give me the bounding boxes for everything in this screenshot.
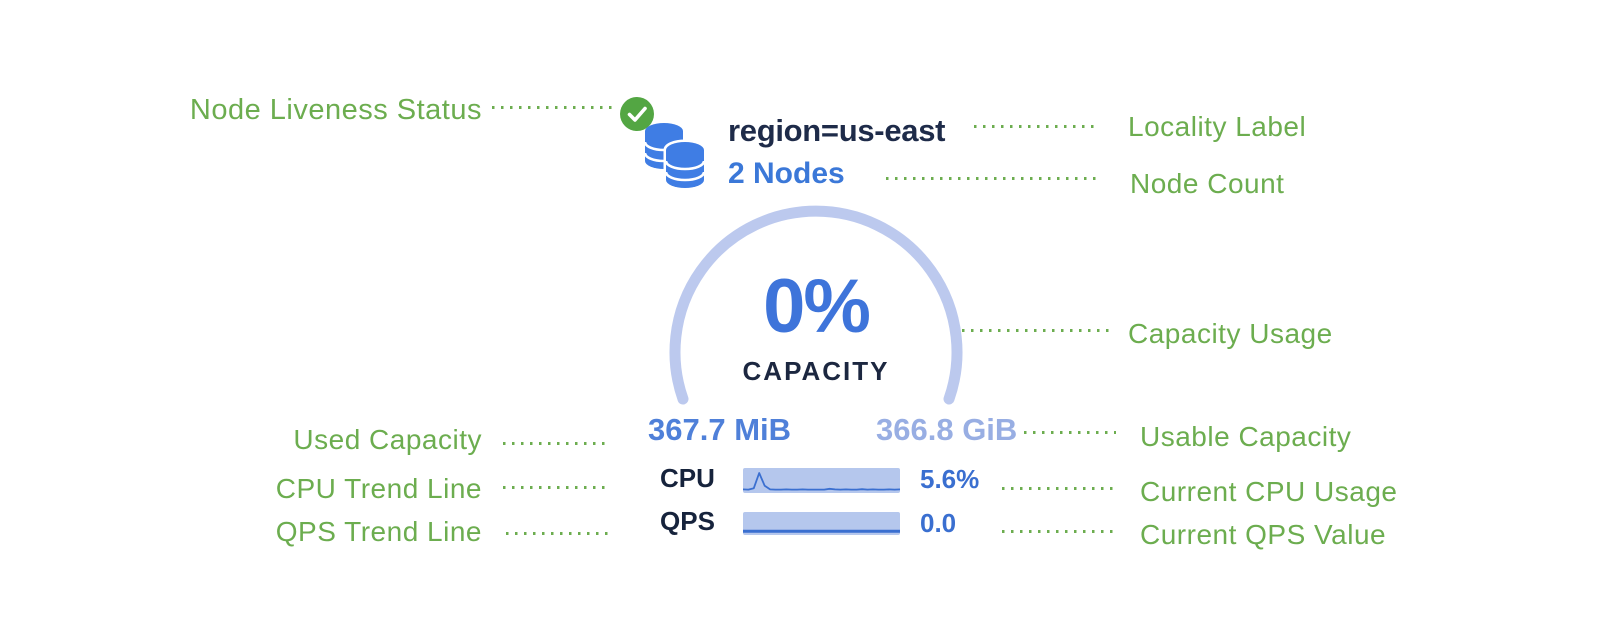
leader-used-capacity [503, 442, 609, 445]
leader-cpu-trend-line [503, 486, 609, 489]
annotation-node-liveness-status: Node Liveness Status [189, 94, 482, 126]
annotation-node-count: Node Count [1130, 168, 1285, 199]
node-count-label: 2 Nodes [728, 157, 845, 190]
leader-locality-label [974, 125, 1096, 128]
annotation-current-cpu-usage: Current CPU Usage [1140, 476, 1398, 507]
liveness-check-icon [620, 97, 654, 131]
capacity-percent: 0% [763, 264, 871, 349]
used-capacity-value: 367.7 MiB [648, 412, 792, 447]
annotation-cpu-trend-line: CPU Trend Line [275, 473, 482, 504]
usable-capacity-value: 366.8 GiB [876, 412, 1018, 447]
cpu-label: CPU [660, 463, 715, 493]
leader-node-count [886, 177, 1096, 180]
qps-trend-sparkline [743, 512, 900, 535]
cpu-trend-line [743, 472, 900, 491]
leader-qps-trend-line [506, 532, 610, 535]
leader-node-liveness [492, 106, 612, 109]
capacity-gauge-arc [669, 205, 963, 405]
leader-usable-capacity [1024, 431, 1116, 434]
leader-capacity-usage [962, 329, 1112, 332]
leader-current-cpu-usage [1002, 487, 1114, 490]
annotation-used-capacity: Used Capacity [293, 424, 482, 455]
qps-value: 0.0 [920, 508, 957, 538]
leader-current-qps-value [1002, 530, 1114, 533]
locality-label: region=us-east [728, 113, 946, 148]
annotation-capacity-usage: Capacity Usage [1128, 318, 1333, 349]
annotation-locality-label: Locality Label [1128, 111, 1307, 142]
database-nodes-icon [644, 123, 706, 191]
annotation-usable-capacity: Usable Capacity [1140, 421, 1352, 452]
cpu-value: 5.6% [920, 464, 980, 494]
annotation-current-qps-value: Current QPS Value [1140, 519, 1387, 550]
qps-label: QPS [660, 506, 715, 536]
cpu-trend-sparkline [743, 468, 900, 493]
annotation-qps-trend-line: QPS Trend Line [275, 516, 482, 547]
capacity-caption: CAPACITY [742, 356, 890, 386]
